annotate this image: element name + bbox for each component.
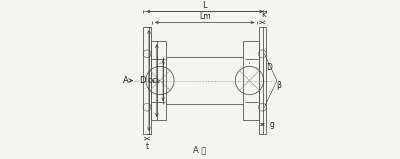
Text: A: A — [122, 76, 128, 85]
Text: L: L — [202, 1, 207, 10]
Text: D: D — [266, 63, 272, 73]
Text: D: D — [140, 76, 146, 85]
Bar — [144, 27, 150, 134]
Bar — [243, 41, 259, 120]
Text: D₁: D₁ — [147, 78, 155, 83]
Text: β: β — [276, 81, 281, 90]
Text: k: k — [262, 10, 266, 19]
Text: Lm: Lm — [199, 12, 210, 21]
Bar — [150, 41, 166, 120]
Text: D₂: D₂ — [153, 78, 161, 83]
Bar — [259, 27, 266, 134]
Text: t: t — [146, 142, 148, 151]
Text: g: g — [270, 120, 275, 129]
Text: A 向: A 向 — [193, 145, 207, 154]
